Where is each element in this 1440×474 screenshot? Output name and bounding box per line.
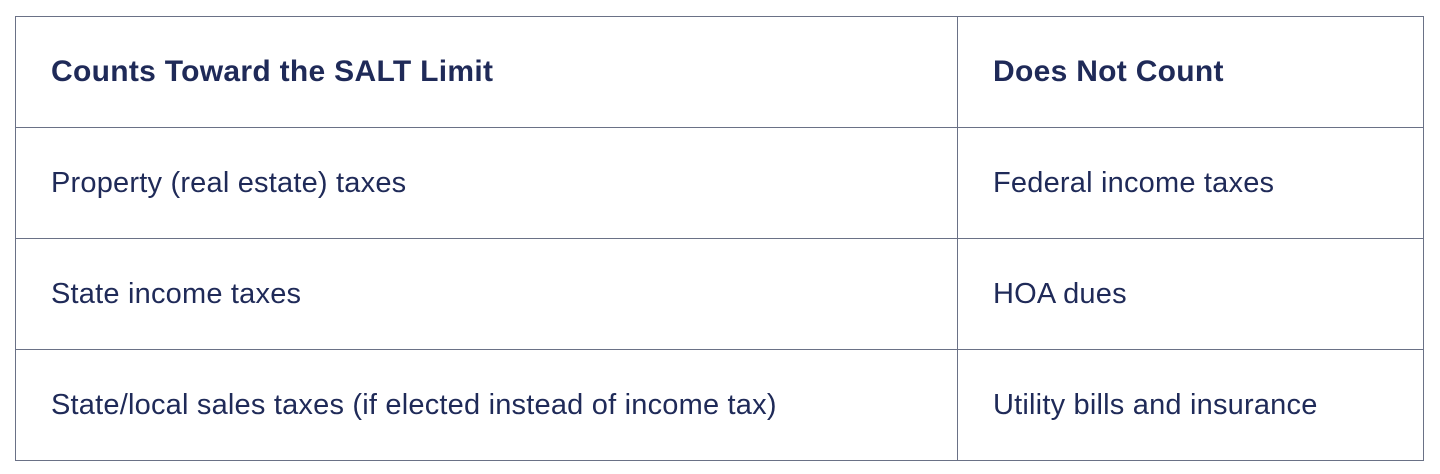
cell-counts-property-taxes: Property (real estate) taxes [15,127,958,239]
cell-counts-state-local-sales-taxes: State/local sales taxes (if elected inst… [15,349,958,461]
table-row: Property (real estate) taxes Federal inc… [15,127,1424,239]
table-row: State income taxes HOA dues [15,238,1424,350]
header-cell-counts-toward-salt: Counts Toward the SALT Limit [15,16,958,128]
cell-notcount-utility-bills-insurance: Utility bills and insurance [957,349,1424,461]
table-row: State/local sales taxes (if elected inst… [15,349,1424,461]
header-cell-does-not-count: Does Not Count [957,16,1424,128]
cell-notcount-federal-income-taxes: Federal income taxes [957,127,1424,239]
cell-notcount-hoa-dues: HOA dues [957,238,1424,350]
table-header-row: Counts Toward the SALT Limit Does Not Co… [15,16,1424,128]
salt-limit-table: Counts Toward the SALT Limit Does Not Co… [15,16,1424,461]
cell-counts-state-income-taxes: State income taxes [15,238,958,350]
